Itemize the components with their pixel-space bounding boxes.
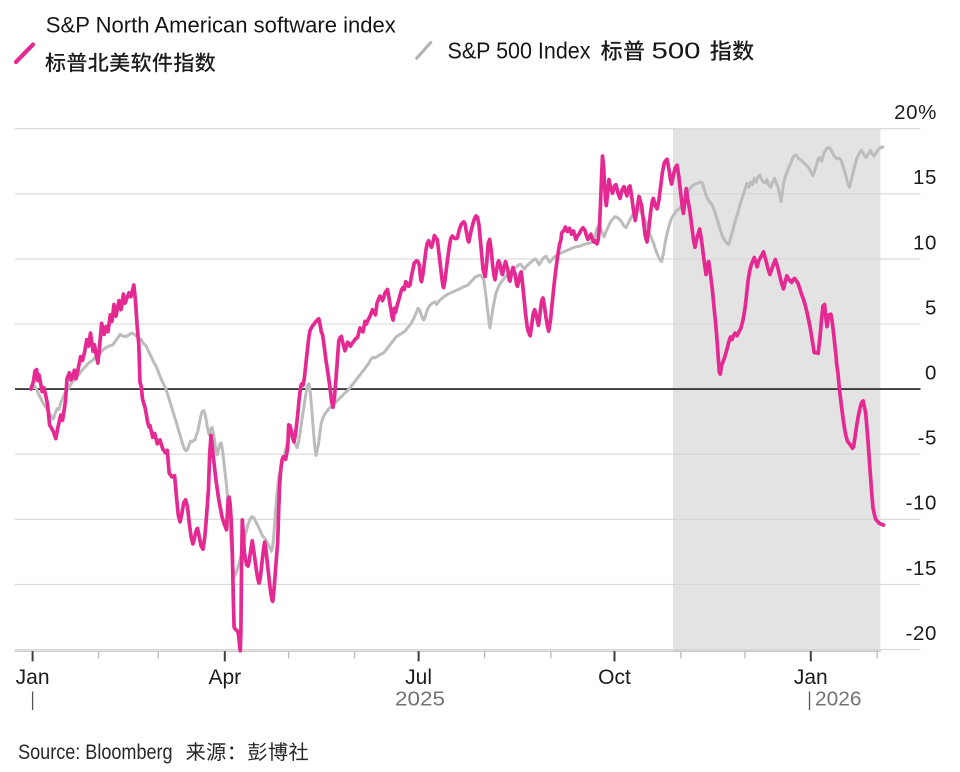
svg-text:Oct: Oct bbox=[598, 666, 631, 689]
svg-text:20%: 20% bbox=[894, 101, 937, 124]
svg-text:Jan: Jan bbox=[16, 666, 50, 689]
svg-text:S&P 500 Index: S&P 500 Index bbox=[448, 37, 591, 63]
svg-text:S&P North American software in: S&P North American software index bbox=[46, 12, 396, 37]
svg-text:-10: -10 bbox=[906, 492, 937, 515]
svg-text:2025: 2025 bbox=[395, 689, 445, 711]
svg-text:15: 15 bbox=[913, 166, 937, 189]
svg-text:0: 0 bbox=[925, 362, 937, 385]
svg-text:Jul: Jul bbox=[405, 666, 432, 689]
svg-text:Apr: Apr bbox=[208, 666, 241, 689]
svg-text:-15: -15 bbox=[906, 557, 937, 580]
svg-text:-20: -20 bbox=[906, 622, 937, 645]
svg-text:10: 10 bbox=[913, 231, 937, 254]
svg-text:Source: Bloomberg: Source: Bloomberg bbox=[18, 741, 173, 764]
svg-text:2026: 2026 bbox=[815, 689, 862, 711]
svg-text:Jan: Jan bbox=[794, 666, 828, 689]
svg-text:-5: -5 bbox=[918, 427, 937, 450]
svg-text:500: 500 bbox=[652, 37, 701, 63]
svg-text:5: 5 bbox=[925, 296, 937, 319]
